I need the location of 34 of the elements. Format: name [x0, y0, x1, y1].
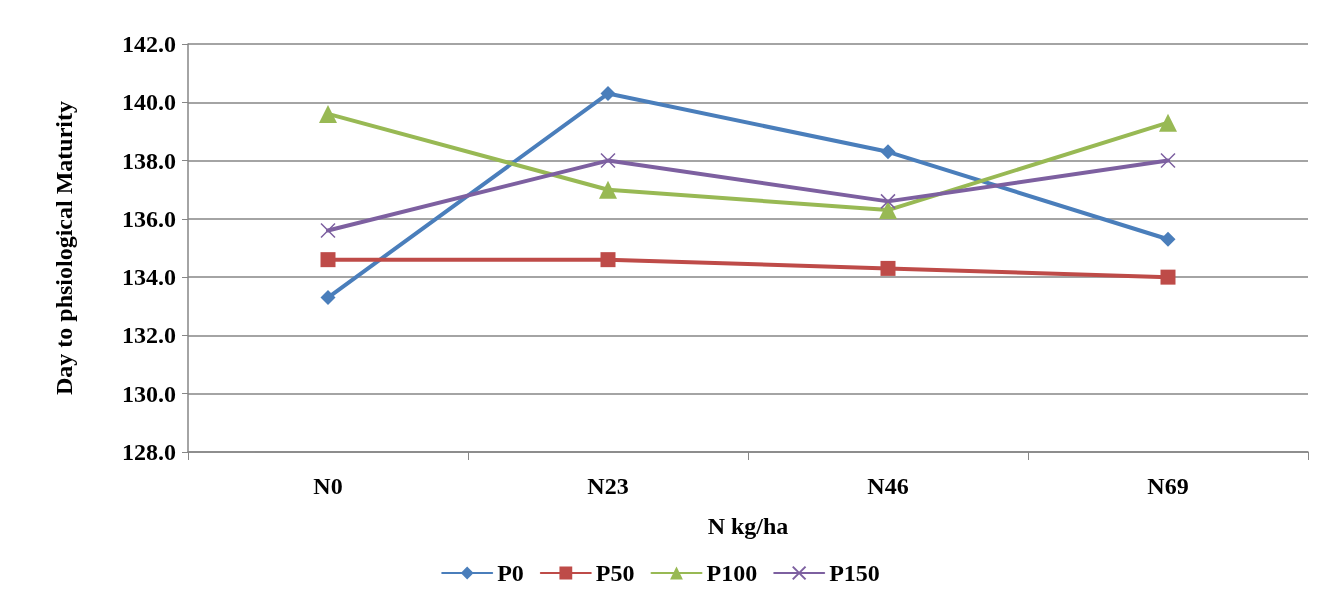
point: [320, 252, 336, 268]
y-tick-label: 132.0: [122, 322, 176, 349]
point: [600, 86, 616, 102]
point: [319, 104, 337, 123]
point: [320, 222, 336, 239]
point: [1160, 152, 1176, 169]
point: [320, 290, 336, 306]
point: [1160, 269, 1176, 285]
y-tick-label: 134.0: [122, 264, 176, 291]
legend-label: P150: [829, 560, 880, 586]
point: [880, 260, 896, 276]
x-axis-title: N kg/ha: [707, 513, 789, 539]
y-tick-label: 130.0: [122, 380, 176, 407]
y-tick-label: 136.0: [122, 205, 176, 232]
x-tick-label: N0: [313, 473, 343, 499]
y-tick-label: 138.0: [122, 147, 176, 174]
y-tick-label: 142.0: [122, 31, 176, 57]
point: [880, 193, 896, 210]
y-axis-title: Day to phsiological Maturity: [51, 101, 77, 395]
legend-label: P50: [595, 560, 635, 586]
legend-label: P100: [706, 560, 758, 586]
point: [879, 201, 897, 220]
y-tick-label: 140.0: [122, 89, 176, 116]
point: [600, 152, 616, 169]
point: [600, 252, 616, 268]
point: [599, 180, 617, 199]
x-tick-label: N23: [587, 473, 629, 499]
point: [1159, 113, 1177, 132]
legend-label: P0: [497, 560, 524, 586]
point: [1160, 231, 1176, 247]
y-tick-label: 128.0: [122, 439, 176, 465]
point: [880, 144, 896, 160]
x-tick-label: N46: [867, 473, 909, 499]
x-tick-label: N69: [1147, 473, 1189, 499]
